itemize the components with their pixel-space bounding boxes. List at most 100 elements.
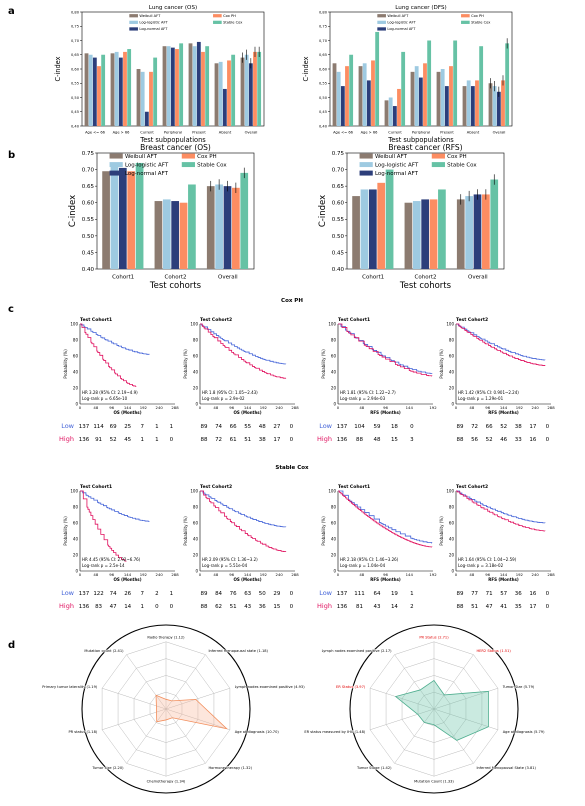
km-y-tick-label: 0 <box>451 569 454 574</box>
risk-count-high: 61 <box>230 437 237 443</box>
bar-cox-ph <box>175 49 179 126</box>
km-hazard-ratio: HR 1.42 (95% CI: 0.901~2.24) <box>458 390 519 395</box>
risk-count-high: 51 <box>244 437 251 443</box>
y-tick-label: 0.50 <box>82 234 95 240</box>
km-logrank-p: Log-rank p = 6.65e-10 <box>82 396 128 401</box>
y-tick-label: 0,80 <box>319 10 328 14</box>
km-hazard-ratio: HR 1.8 (95% CI: 1.05~2.43) <box>202 390 258 395</box>
legend-entry: Stable Cox <box>471 21 491 25</box>
risk-count-low: 77 <box>471 591 478 597</box>
radar-spoke <box>165 687 230 710</box>
risk-count-low: 89 <box>201 591 208 597</box>
x-tick-label: Cohort1 <box>112 275 134 281</box>
km-x-axis-label: RFS (Months) <box>370 577 401 582</box>
km-x-tick-label: 192 <box>140 572 148 577</box>
risk-count-low: 7 <box>141 424 145 430</box>
bar-weibull-aft <box>436 71 441 126</box>
risk-count-low: 114 <box>93 424 104 430</box>
legend-swatch <box>461 14 470 18</box>
km-x-tick-label: 144 <box>500 405 508 410</box>
radar-axis-label: Primary tumor laterality (1.19) <box>42 685 98 689</box>
km-y-tick-label: 80 <box>73 505 79 510</box>
km-x-tick-label: 48 <box>93 572 98 577</box>
km-x-axis-label: OS (Months) <box>233 410 261 415</box>
risk-count-low: 1 <box>410 591 414 597</box>
bar-log-logistic-aft <box>336 71 341 126</box>
y-tick-label: 0.60 <box>332 201 345 207</box>
km-y-tick-label: 40 <box>73 537 79 542</box>
x-tick-label: Peripheral <box>412 131 430 135</box>
x-tick-label: Cohort2 <box>415 275 437 281</box>
radar-chart: PR Status (2.71) HER2 Status (1.51) Tumor … <box>304 624 545 806</box>
risk-count-high: 3 <box>410 437 414 443</box>
km-y-tick-label: 80 <box>449 338 455 343</box>
risk-label-high: High <box>317 435 332 443</box>
km-y-tick-label: 0 <box>333 402 336 407</box>
km-curve-high <box>338 490 433 548</box>
km-y-tick-label: 20 <box>193 553 199 558</box>
km-title: Test Cohort1 <box>80 484 112 490</box>
y-tick-label: 0.65 <box>332 184 345 190</box>
km-y-tick-label: 40 <box>449 537 455 542</box>
radar-axis-label: Lymph nodes examined positive (4.93) <box>235 685 306 689</box>
x-tick-label: Cohort2 <box>165 275 187 281</box>
km-curve-high <box>456 490 546 532</box>
risk-count-low: 84 <box>215 591 222 597</box>
risk-count-low: 66 <box>486 424 493 430</box>
bar-cox-ph <box>397 88 401 126</box>
legend-entry: Cox PH <box>223 14 236 18</box>
km-x-tick-label: 96 <box>485 572 490 577</box>
x-axis-label: Test cohorts <box>399 281 452 291</box>
risk-count-high: 14 <box>124 604 131 610</box>
km-logrank-p: Log-rank p = 1.29e-01 <box>458 396 504 401</box>
bar-log-normal-aft <box>92 57 97 126</box>
risk-label-low: Low <box>319 422 332 430</box>
legend-entry: Stable Cox <box>223 21 243 25</box>
bar-chart-title: Lung cancer (DFS) <box>395 5 446 11</box>
km-y-tick-label: 100 <box>190 322 198 327</box>
risk-count-low: 18 <box>391 424 398 430</box>
km-y-tick-label: 20 <box>73 386 79 391</box>
bar-log-logistic-aft <box>412 201 421 269</box>
bar-log-normal-aft <box>470 86 475 126</box>
y-tick-label: 0.75 <box>332 151 345 157</box>
bar-log-normal-aft <box>248 63 253 126</box>
risk-count-low: 0 <box>410 424 414 430</box>
y-tick-label: 0.55 <box>82 217 95 223</box>
km-hazard-ratio: HR 1.64 (95% CI: 1.04~2.59) <box>458 557 517 562</box>
risk-count-high: 17 <box>529 604 536 610</box>
km-x-tick-label: 288 <box>291 572 299 577</box>
risk-label-low: Low <box>61 422 74 430</box>
km-x-tick-label: 240 <box>156 405 164 410</box>
km-y-tick-label: 40 <box>331 537 337 542</box>
bar-stable-cox <box>453 40 458 126</box>
bar-log-logistic-aft <box>244 54 249 126</box>
km-curve-low <box>200 323 287 365</box>
x-tick-label: Absent <box>467 131 480 135</box>
risk-count-high: 46 <box>500 437 507 443</box>
bar-log-normal-aft <box>223 186 232 269</box>
legend-swatch <box>109 170 123 176</box>
bar-stable-cox <box>205 46 210 127</box>
bar-stable-cox <box>479 46 484 127</box>
bar-chart-title: Breast cancer (RFS) <box>388 143 462 152</box>
bar-log-logistic-aft <box>362 63 367 126</box>
km-logrank-p: Log-rank p = 2.94e-03 <box>340 396 386 401</box>
radar-spoke <box>165 654 206 710</box>
km-x-tick-label: 192 <box>260 572 268 577</box>
risk-count-low: 74 <box>110 591 117 597</box>
risk-count-low: 16 <box>529 591 536 597</box>
km-logrank-p: Log-rank p = 2.5e-14 <box>82 563 125 568</box>
bar-stable-cox <box>101 54 106 126</box>
y-tick-label: 0,50 <box>319 96 328 100</box>
km-curve-low <box>456 323 546 361</box>
legend-swatch <box>359 170 373 176</box>
km-y-tick-label: 0 <box>333 569 336 574</box>
km-x-tick-label: 288 <box>291 405 299 410</box>
x-tick-label: Age <= 66 <box>333 131 354 135</box>
bar-log-normal-aft <box>222 88 227 126</box>
legend-swatch <box>359 162 373 168</box>
legend-swatch <box>213 14 222 18</box>
km-x-tick-label: 192 <box>260 405 268 410</box>
panel-label-a: a <box>8 6 15 17</box>
